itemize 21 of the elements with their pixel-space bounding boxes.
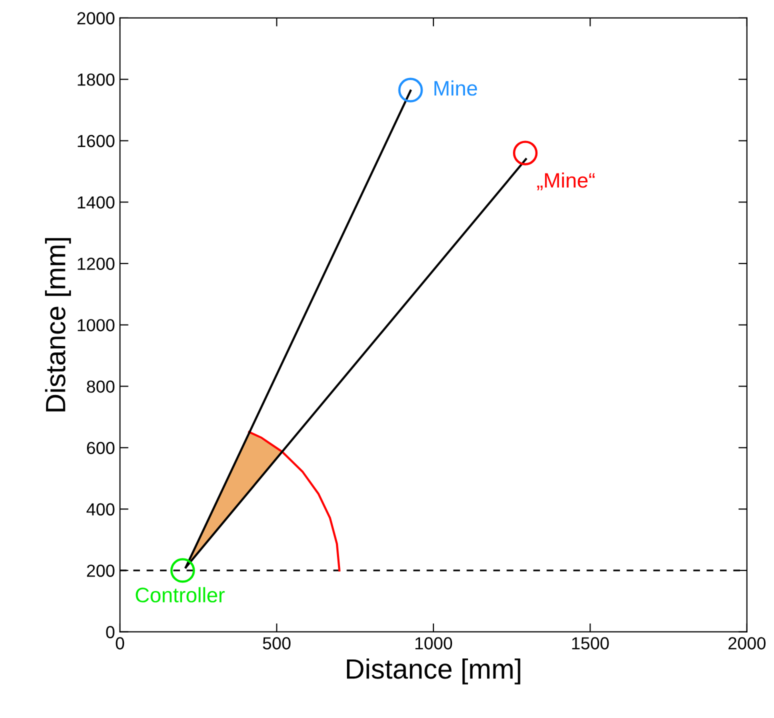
y-tick-label: 600 [87,442,114,454]
y-axis-title: Distance [mm] [45,238,71,412]
y-tick-label: 2000 [77,12,114,24]
x-tick-label: 0 [116,637,124,650]
y-tick-label: 1400 [78,196,114,209]
x-tick-label: 500 [262,637,291,650]
y-tick-label: 200 [87,564,114,577]
series-label: Mine [434,80,478,96]
y-tick-label: 1000 [78,319,114,332]
series-label: „Mine“ [537,172,595,190]
series-label: Controller [136,587,225,602]
y-tick-label: 1600 [78,134,114,148]
y-tick-label: 1800 [78,74,114,86]
y-tick-label: 0 [106,626,114,638]
x-tick-label: 1500 [572,637,609,650]
y-tick-label: 400 [86,503,114,516]
y-tick-label: 1200 [78,258,114,270]
y-tick-label: 800 [86,380,114,393]
x-tick-label: 2000 [728,637,766,650]
x-tick-label: 1000 [415,637,452,650]
x-axis-title: Distance [mm] [346,658,520,684]
